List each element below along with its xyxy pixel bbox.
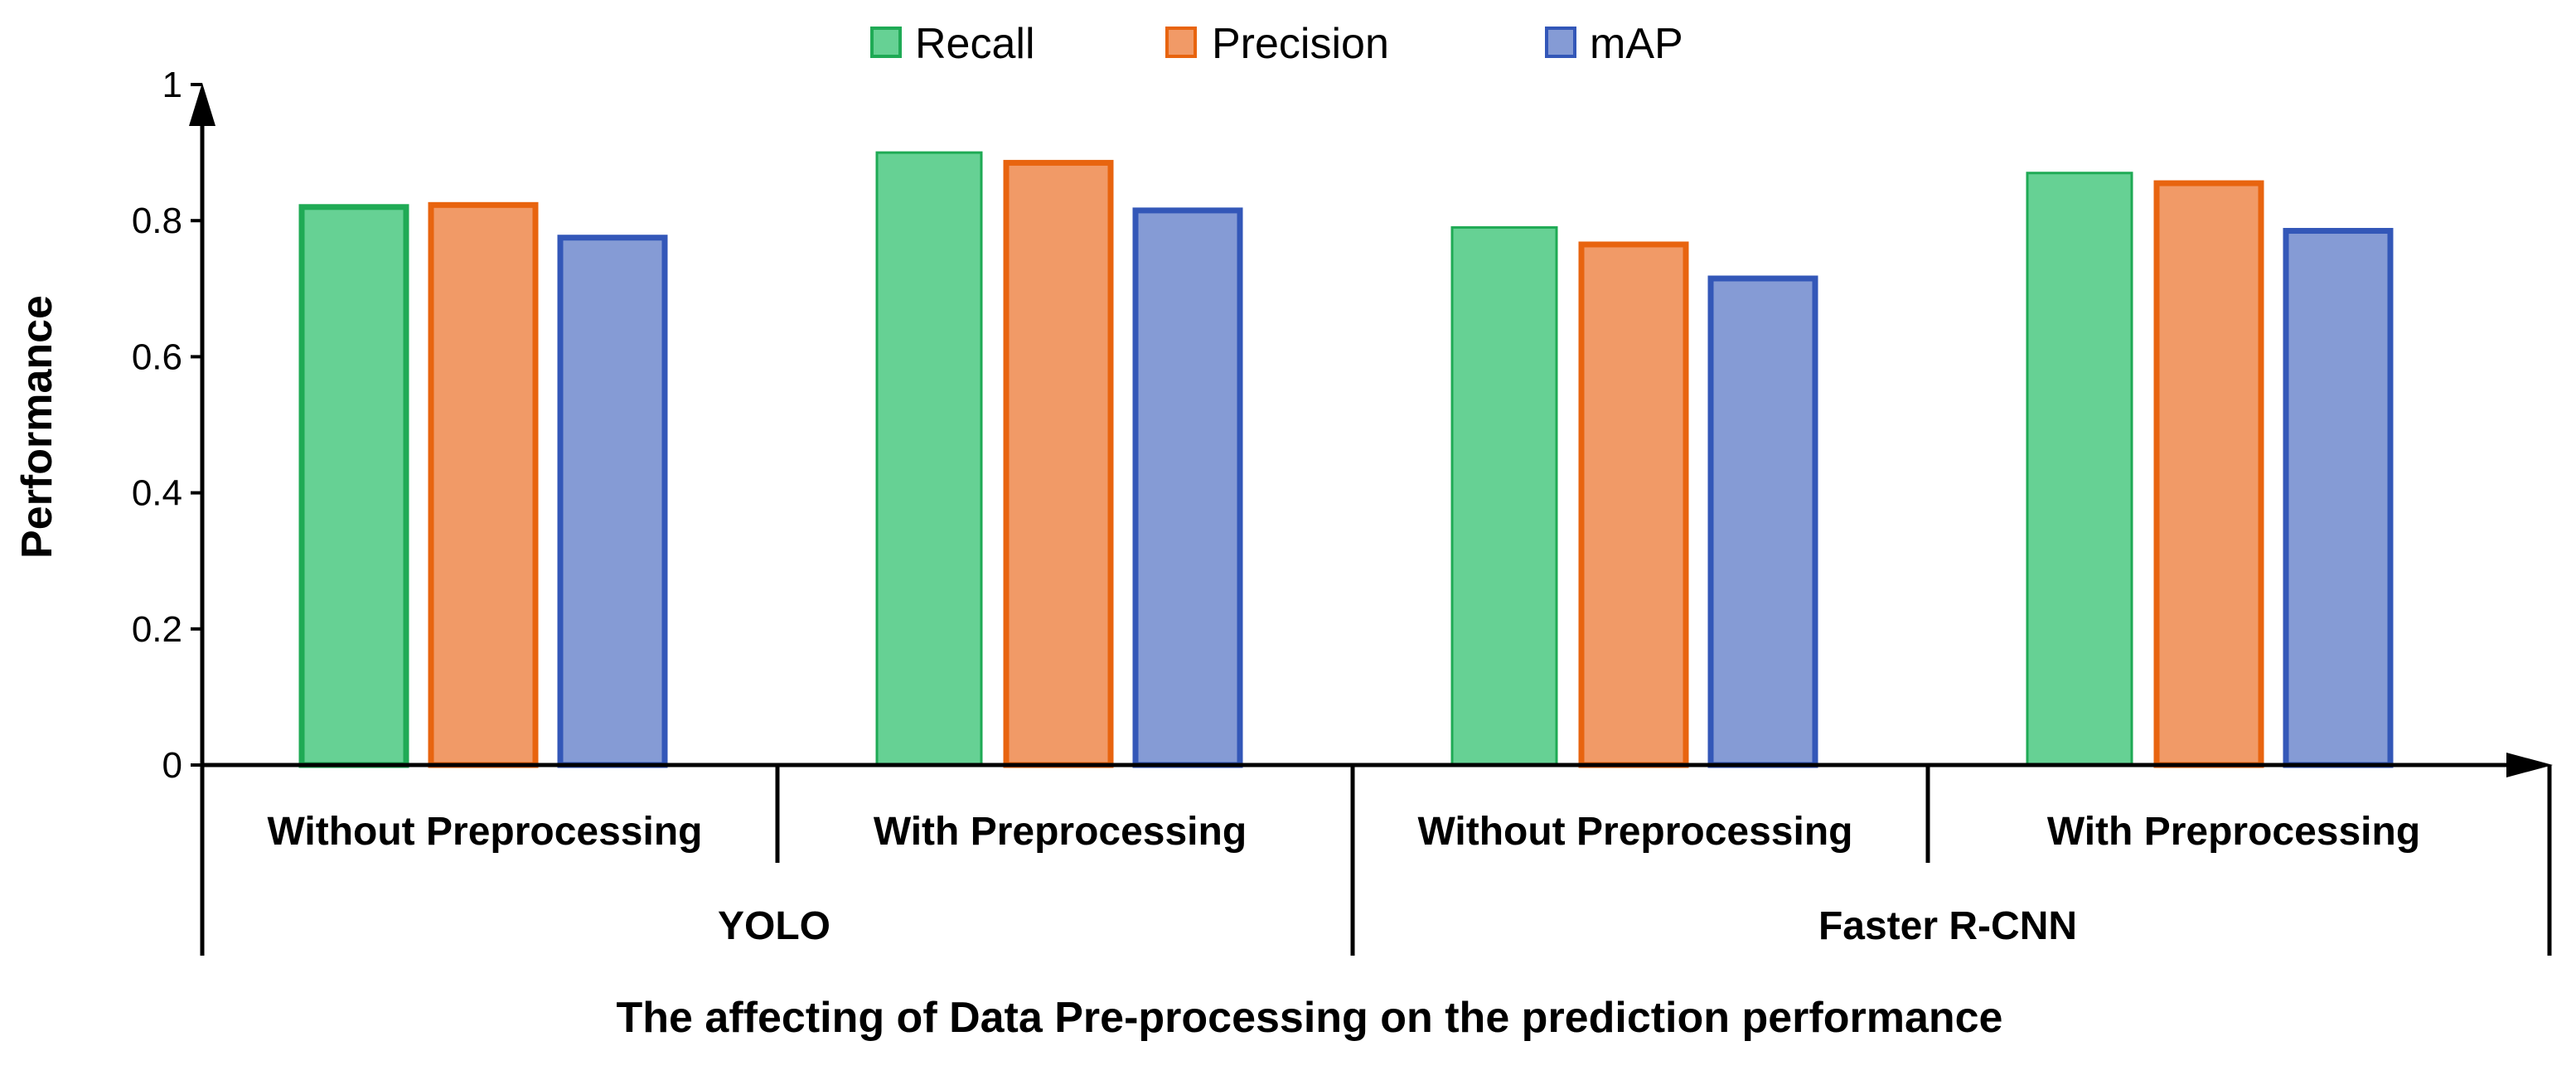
y-axis-title: Performance	[13, 295, 61, 559]
x-axis-title: The affecting of Data Pre-processing on …	[617, 994, 2003, 1042]
legend-label-map: mAP	[1590, 20, 1683, 68]
x-category-label: With Preprocessing	[2047, 810, 2420, 854]
bar-precision-3	[1578, 241, 1689, 768]
bar-recall-3	[1450, 225, 1558, 767]
bar-precision-4	[2153, 180, 2264, 768]
legend-swatch-map	[1545, 27, 1576, 58]
bar-map-1	[557, 235, 668, 768]
bar-precision-1	[428, 201, 539, 768]
y-axis: 0 0.2 0.4 0.6 0.8 1	[132, 65, 215, 956]
x-category-label: With Preprocessing	[874, 810, 1247, 854]
bar-precision-2	[1003, 159, 1114, 768]
legend-swatch-recall	[870, 27, 902, 58]
x-axis: Without Preprocessing With Preprocessing W…	[202, 753, 2553, 956]
x-category-label: Without Preprocessing	[1418, 810, 1853, 854]
x-group-label: YOLO	[718, 904, 830, 948]
bar-recall-2	[875, 151, 983, 767]
legend-swatch-precision	[1165, 27, 1197, 58]
x-axis-arrowhead	[2506, 753, 2553, 777]
y-tick-label: 0.6	[132, 337, 182, 377]
bar-map-3	[1707, 275, 1818, 768]
bar-map-4	[2283, 228, 2394, 768]
y-tick-label: 0.4	[132, 473, 182, 514]
legend-label-recall: Recall	[915, 20, 1035, 68]
bars-layer	[298, 151, 2394, 768]
legend-label-precision: Precision	[1212, 20, 1389, 68]
y-tick-label: 1	[162, 65, 182, 105]
legend: Recall Precision mAP	[870, 20, 1683, 68]
y-axis-arrowhead	[189, 83, 215, 126]
y-tick-label: 0.8	[132, 201, 182, 241]
y-tick-label: 0	[162, 745, 182, 786]
y-tick-label: 0.2	[132, 609, 182, 650]
bar-recall-1	[298, 204, 409, 768]
bar-recall-4	[2026, 172, 2133, 767]
x-category-label: Without Preprocessing	[268, 810, 703, 854]
bar-map-2	[1132, 207, 1243, 768]
x-group-label: Faster R-CNN	[1818, 904, 2077, 948]
